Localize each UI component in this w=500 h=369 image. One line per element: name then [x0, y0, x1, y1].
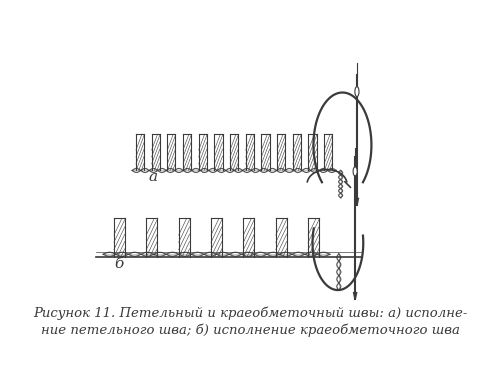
Ellipse shape [355, 87, 359, 97]
Ellipse shape [353, 167, 357, 176]
Text: ние петельного шва; б) исполнение краеобметочного шва: ние петельного шва; б) исполнение краеоб… [40, 323, 460, 337]
Text: Рисунок 11. Петельный и краеобметочный швы: а) исполне-: Рисунок 11. Петельный и краеобметочный ш… [33, 307, 467, 320]
Text: б: б [114, 257, 124, 271]
Text: а: а [148, 170, 158, 184]
